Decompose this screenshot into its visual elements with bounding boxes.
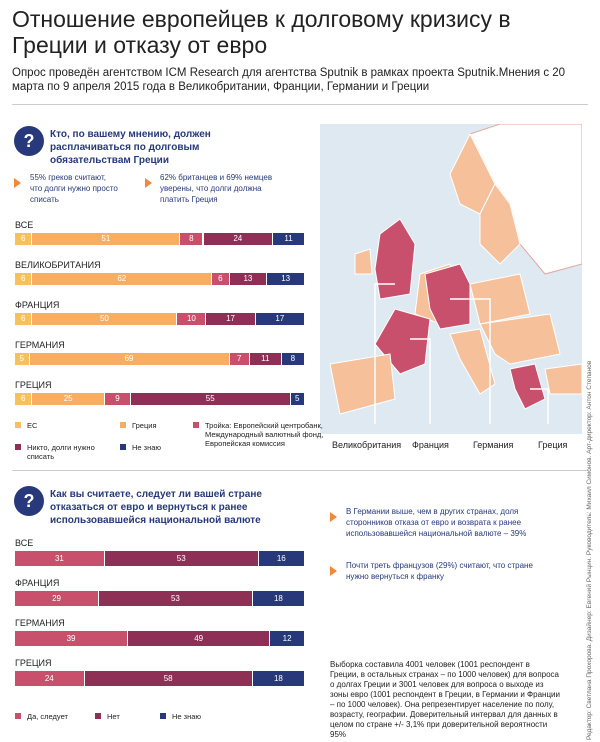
question: Как вы считаете, следует ли вашей стране… xyxy=(50,489,262,526)
map-label: Франция xyxy=(412,440,449,450)
legend-swatch xyxy=(120,444,126,450)
bar-segment: 55 xyxy=(131,393,290,405)
divider xyxy=(12,470,588,471)
bar-segment: 17 xyxy=(206,313,255,325)
footnote: Выборка составила 4001 человек (1001 рес… xyxy=(330,660,560,739)
bar-segment: 12 xyxy=(270,631,304,646)
bar-segment: 49 xyxy=(128,631,270,646)
bar-segment: 17 xyxy=(255,313,304,325)
bar-segment: 6 xyxy=(15,313,32,325)
legend-swatch xyxy=(160,713,166,719)
arrow xyxy=(145,178,152,188)
map xyxy=(320,124,582,434)
note: 62% британцев и 69% немцев уверены, что … xyxy=(160,173,273,204)
map-label: Греция xyxy=(538,440,568,450)
row-label: ГРЕЦИЯ xyxy=(15,380,52,390)
legend-label: Греция xyxy=(132,421,157,430)
bar-segment: 53 xyxy=(99,591,252,606)
bar-segment: 25 xyxy=(32,393,104,405)
bar-segment: 6 xyxy=(15,233,32,245)
bar-segment: 6 xyxy=(212,273,229,285)
divider xyxy=(12,104,588,105)
bar-segment: 6 xyxy=(15,393,32,405)
arrow xyxy=(14,178,21,188)
legend-label: Тройка: Европейский центробанк, Междунар… xyxy=(205,421,324,448)
bar-segment: 9 xyxy=(104,393,130,405)
row-label: ВСЕ xyxy=(15,538,34,548)
bar-segment: 62 xyxy=(32,273,212,285)
map-label: Великобритания xyxy=(332,440,402,450)
legend-label: Не знаю xyxy=(132,443,162,452)
bar-segment: 31 xyxy=(15,551,104,566)
bar-segment: 8 xyxy=(281,353,304,365)
note: 55% греков считают, что долги нужно прос… xyxy=(30,173,118,204)
bar-segment: 8 xyxy=(180,233,203,245)
row-label: ВЕЛИКОБРИТАНИЯ xyxy=(15,260,101,270)
bar-segment: 11 xyxy=(249,353,281,365)
bar-segment: 39 xyxy=(15,631,128,646)
bar-segment: 24 xyxy=(15,671,84,686)
legend-swatch xyxy=(95,713,101,719)
bar-segment: 18 xyxy=(252,591,304,606)
row-label: ГРЕЦИЯ xyxy=(15,658,52,668)
legend-swatch xyxy=(15,444,21,450)
legend-label: Не знаю xyxy=(172,712,202,721)
row-label: ГЕРМАНИЯ xyxy=(15,618,65,628)
row-label: ВСЕ xyxy=(15,220,34,230)
bar-segment: 5 xyxy=(15,353,29,365)
row-label: ГЕРМАНИЯ xyxy=(15,340,65,350)
bar-segment: 7 xyxy=(229,353,249,365)
bar-segment: 53 xyxy=(104,551,258,566)
note: Почти треть французов (29%) считают, что… xyxy=(346,561,533,581)
bar-segment: 5 xyxy=(290,393,304,405)
note: В Германии выше, чем в других странах, д… xyxy=(346,507,527,538)
map-label: Германия xyxy=(473,440,514,450)
row-label: ФРАНЦИЯ xyxy=(15,578,60,588)
row-label: ФРАНЦИЯ xyxy=(15,300,60,310)
bar-segment: 50 xyxy=(32,313,177,325)
legend-label: Нет xyxy=(107,712,120,721)
question: Кто, по вашему мнению, должен расплачива… xyxy=(50,129,211,166)
question-icon: ? xyxy=(14,486,44,516)
legend-swatch xyxy=(15,713,21,719)
legend-swatch xyxy=(193,422,199,428)
legend-label: Да, следует xyxy=(27,712,68,721)
arrow xyxy=(330,512,337,522)
bar-segment: 10 xyxy=(177,313,206,325)
bar-segment: 58 xyxy=(84,671,252,686)
credits: Редактор: Светлана Прохорова. Дизайнер: … xyxy=(586,360,593,740)
bar-segment: 13 xyxy=(267,273,304,285)
legend-label: Никто, долги нужно списать xyxy=(27,443,95,461)
legend-swatch xyxy=(120,422,126,428)
bar-segment: 69 xyxy=(29,353,229,365)
bar-segment: 11 xyxy=(273,233,304,245)
legend-swatch xyxy=(15,422,21,428)
bar-segment: 13 xyxy=(229,273,267,285)
bar-segment: 29 xyxy=(15,591,99,606)
bar-segment: 51 xyxy=(32,233,180,245)
bar-segment: 24 xyxy=(203,233,273,245)
question-icon: ? xyxy=(14,126,44,156)
subtitle: Опрос проведён агентством ICM Research д… xyxy=(12,67,566,93)
bar-segment: 18 xyxy=(252,671,304,686)
bar-segment: 16 xyxy=(258,551,304,566)
legend-label: ЕС xyxy=(27,421,38,430)
bar-segment: 6 xyxy=(15,273,32,285)
arrow xyxy=(330,566,337,576)
title: Отношение европейцев к долговому кризису… xyxy=(12,6,511,58)
